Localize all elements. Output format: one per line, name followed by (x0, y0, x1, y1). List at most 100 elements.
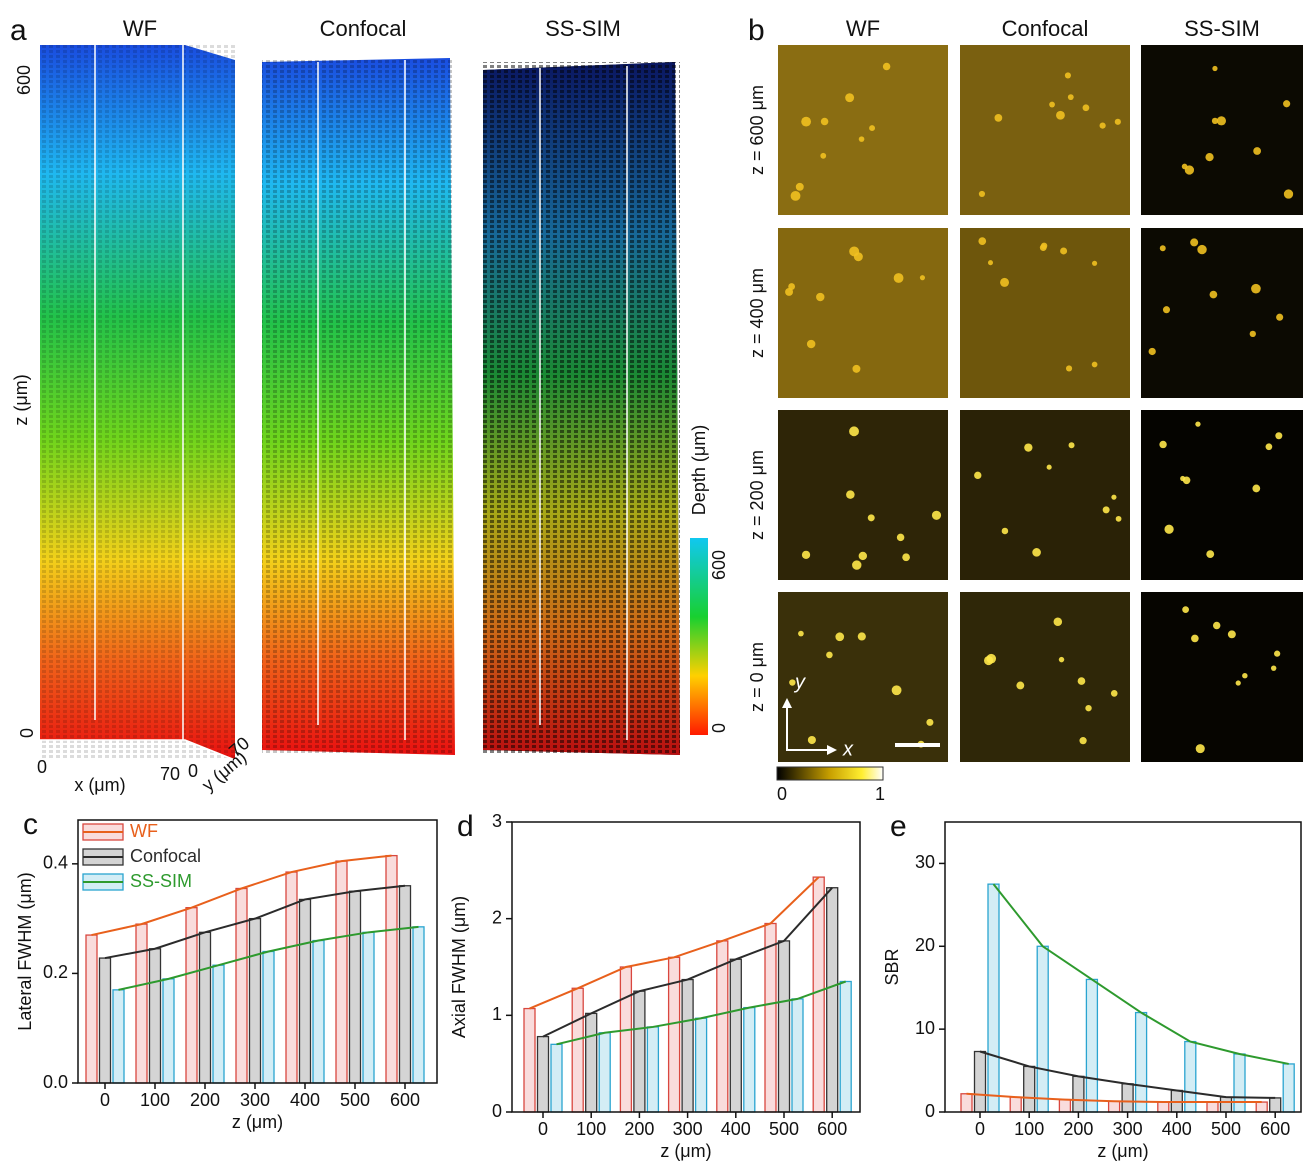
x-tick-label: 400 (721, 1119, 751, 1139)
y-tick-label: 0 (492, 1101, 502, 1121)
texture (262, 58, 455, 755)
bead (1082, 104, 1090, 112)
bead (1102, 506, 1110, 514)
texture (40, 45, 235, 760)
intensity-colorbar (776, 766, 884, 781)
bar (598, 1032, 611, 1113)
y-axis-title: Axial FWHM (μm) (449, 896, 469, 1038)
image-tile (778, 228, 948, 398)
bead (1058, 656, 1065, 663)
bead (1216, 116, 1226, 126)
bead (1182, 606, 1189, 614)
bar (398, 885, 412, 1084)
bead (1115, 515, 1122, 522)
bar (298, 898, 312, 1084)
colorbar-tick: 0 (777, 784, 787, 804)
bar (743, 1006, 756, 1113)
bead (1212, 65, 1218, 72)
y-tick-label: 10 (915, 1018, 935, 1038)
x-tick-label: 200 (1063, 1119, 1093, 1139)
bead (858, 136, 865, 142)
bead (1024, 443, 1033, 452)
bead (826, 651, 833, 659)
row-label: z = 400 μm (747, 268, 767, 358)
bead (846, 490, 855, 499)
fit-line (992, 883, 1289, 1065)
x-tick-label: 300 (1113, 1119, 1143, 1139)
z-tick: 0 (17, 728, 37, 738)
bar (987, 883, 1000, 1113)
colorbar-tick: 1 (875, 784, 885, 804)
x-tick: 70 (160, 764, 180, 784)
bead (896, 533, 905, 542)
z-tick: 600 (14, 65, 34, 95)
image-tile (1141, 45, 1303, 215)
bead (1274, 650, 1281, 657)
panel-a: a WF Confocal SS-SIM 600 0 z (μm) 0 x (μ… (10, 14, 729, 795)
bead (1180, 475, 1186, 482)
panel-label: c (23, 808, 38, 841)
bead (1067, 94, 1074, 101)
y-axis-title: Lateral FWHM (μm) (15, 872, 35, 1030)
bar (681, 978, 694, 1113)
bead (1253, 147, 1262, 155)
bar (112, 989, 125, 1084)
bead (1039, 244, 1047, 252)
bead (1001, 527, 1009, 535)
bead (1164, 524, 1174, 534)
bead (795, 182, 804, 191)
bead (1275, 432, 1283, 440)
bar (1085, 978, 1099, 1113)
bar (1269, 1097, 1282, 1113)
bar (362, 931, 375, 1084)
bead (1235, 680, 1241, 686)
image-tile (1141, 410, 1303, 580)
bar (1134, 1011, 1148, 1113)
bar (646, 1026, 660, 1113)
bead (926, 718, 934, 726)
bead (978, 190, 986, 198)
bead (807, 735, 816, 745)
bar (1219, 1096, 1233, 1113)
column-title: Confocal (1002, 16, 1089, 41)
panel-b: b WF Confocal SS-SIM z = 600 μm z = 400 … (747, 14, 1303, 762)
bead (852, 560, 862, 570)
row-label: z = 600 μm (747, 85, 767, 175)
bar (973, 1050, 987, 1113)
bar (619, 966, 633, 1113)
bar (826, 887, 839, 1113)
bead (1162, 306, 1171, 314)
bar (585, 1012, 598, 1113)
bar (198, 931, 212, 1084)
y-tick-label: 20 (915, 935, 935, 955)
row-label: z = 200 μm (747, 450, 767, 540)
bar (667, 956, 681, 1113)
bar (235, 887, 248, 1084)
axis-arrows (786, 705, 830, 751)
bead (849, 426, 859, 437)
legend-label: SS-SIM (130, 871, 192, 891)
bead (806, 339, 816, 349)
colorbar-tick: 600 (709, 550, 729, 580)
bead (1159, 245, 1166, 252)
bead (882, 62, 891, 71)
bead (1091, 260, 1098, 266)
bead (1242, 672, 1248, 679)
fit-line (529, 876, 820, 1010)
bead (1190, 238, 1199, 247)
bead (1060, 247, 1068, 255)
bar (536, 1035, 550, 1113)
bar (1157, 1101, 1170, 1113)
bead (1046, 464, 1052, 470)
x-tick-label: 200 (624, 1119, 654, 1139)
bar (148, 948, 162, 1084)
arrow-head (827, 745, 837, 755)
bar (1072, 1075, 1085, 1113)
bead (1077, 677, 1086, 685)
x-axis-title: z (μm) (1097, 1141, 1148, 1161)
y-tick-label: 0.0 (43, 1072, 68, 1092)
bar (1023, 1065, 1036, 1113)
column-title: SS-SIM (545, 16, 621, 41)
legend-label: Confocal (130, 846, 201, 866)
fit-line (966, 1092, 1262, 1104)
